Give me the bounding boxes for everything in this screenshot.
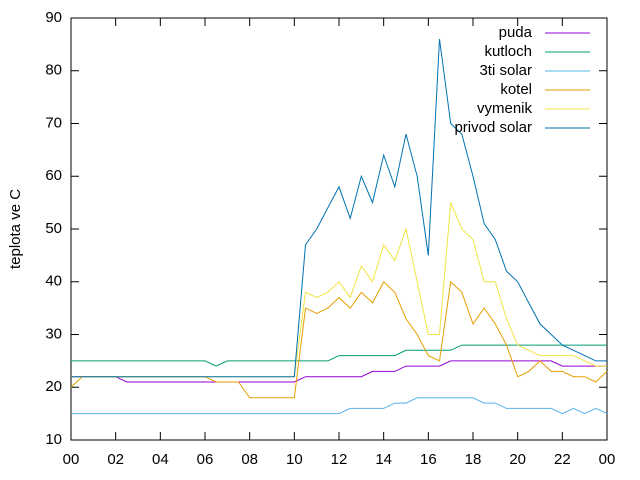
- series-line: [71, 39, 607, 378]
- y-tick-label: 30: [45, 325, 62, 342]
- x-tick-label: 16: [420, 451, 437, 468]
- y-tick-label: 50: [45, 220, 62, 237]
- y-axis-label: teplota ve C: [7, 189, 24, 269]
- x-tick-label: 12: [331, 451, 348, 468]
- x-tick-label: 22: [554, 451, 571, 468]
- x-tick-label: 00: [63, 451, 80, 468]
- x-tick-label: 06: [197, 451, 214, 468]
- legend-label: puda: [499, 24, 533, 41]
- series-line: [71, 397, 608, 415]
- legend-label: privod solar: [454, 119, 532, 136]
- legend-label: vymenik: [477, 100, 533, 117]
- x-tick-label: 20: [509, 451, 526, 468]
- series-line: [71, 202, 607, 378]
- x-tick-label: 04: [152, 451, 169, 468]
- y-tick-label: 90: [45, 9, 62, 26]
- y-tick-label: 20: [45, 378, 62, 395]
- y-tick-label: 60: [45, 167, 62, 184]
- x-tick-label: 08: [241, 451, 258, 468]
- y-tick-label: 40: [45, 273, 62, 290]
- x-tick-label: 00: [599, 451, 616, 468]
- legend-label: 3ti solar: [479, 62, 532, 79]
- y-tick-label: 80: [45, 62, 62, 79]
- legend-label: kutloch: [484, 43, 532, 60]
- series-line: [71, 344, 607, 367]
- series-line: [71, 360, 607, 383]
- y-tick-label: 70: [45, 114, 62, 131]
- x-tick-label: 18: [465, 451, 482, 468]
- x-tick-label: 02: [107, 451, 124, 468]
- legend-label: kotel: [500, 81, 532, 98]
- x-tick-label: 14: [375, 451, 392, 468]
- x-tick-label: 10: [286, 451, 303, 468]
- y-tick-label: 10: [45, 431, 62, 448]
